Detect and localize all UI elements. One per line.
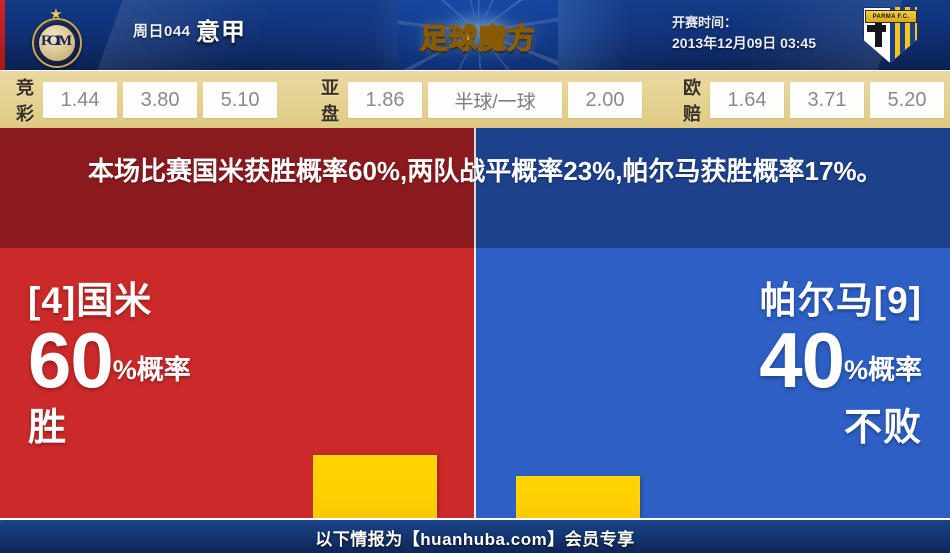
odds-cell-away[interactable]: 5.20 xyxy=(870,82,944,118)
summary-band: 本场比赛国米获胜概率60%,两队战平概率23%,帕尔马获胜概率17%。 xyxy=(0,128,950,248)
home-team-block: [4]国米 60 %概率 胜 xyxy=(28,270,191,451)
home-outcome-label: 胜 xyxy=(28,407,68,449)
header-bar: ★ FCIM 周日044 意甲 足球魔方 开赛时间： 2013年12月09日 0… xyxy=(0,0,950,70)
parma-fc-crest-icon: PARMA F.C. xyxy=(863,7,917,63)
match-round-label: 周日044 xyxy=(133,23,191,40)
parma-cross-horizontal xyxy=(867,25,887,32)
odds-cell-draw[interactable]: 3.80 xyxy=(123,82,198,118)
odds-group-label: 竞彩 xyxy=(16,78,36,124)
home-probability-suffix: %概率 xyxy=(112,355,191,385)
odds-bar: 竞彩 1.44 3.80 5.10 亚盘 1.86 半球/一球 2.00 欧赔 … xyxy=(0,70,950,129)
league-name: 意甲 xyxy=(196,19,246,46)
home-probability-line: 60 %概率 xyxy=(28,316,191,404)
brand-starburst-icon xyxy=(398,0,558,70)
odds-cell-handicap[interactable]: 半球/一球 xyxy=(427,82,562,118)
summary-band-divider xyxy=(474,128,476,248)
brand-logo-text: 足球魔方 xyxy=(419,22,536,54)
bar-home-probability xyxy=(313,455,437,518)
kickoff-time-value: 2013年12月09日 03:45 xyxy=(672,35,816,51)
summary-band-right-bg xyxy=(476,128,950,248)
footer-text: 以下情报为【huanhuba.com】会员专享 xyxy=(315,530,635,549)
odds-cell-away[interactable]: 5.10 xyxy=(203,82,278,118)
odds-group-yapan: 亚盘 1.86 半球/一球 2.00 xyxy=(321,74,648,126)
away-team-name: 帕尔马[9] xyxy=(759,280,922,321)
odds-cell-home[interactable]: 1.86 xyxy=(347,82,422,118)
brand-logo[interactable]: 足球魔方 xyxy=(398,0,558,70)
panel-divider xyxy=(474,248,476,518)
away-probability-line: 40 %概率 xyxy=(759,316,922,404)
summary-band-left-bg xyxy=(0,128,474,248)
kickoff-time-label: 开赛时间： xyxy=(672,15,738,30)
odds-group-jingcai: 竞彩 1.44 3.80 5.10 xyxy=(16,74,283,126)
parma-crest-banner: PARMA F.C. xyxy=(865,10,917,23)
footer-bar: 以下情报为【huanhuba.com】会员专享 xyxy=(0,518,950,553)
probability-chart: [4]国米 60 %概率 胜 帕尔马[9] 40 %概率 不败 xyxy=(0,248,950,518)
summary-text: 本场比赛国米获胜概率60%,两队战平概率23%,帕尔马获胜概率17%。 xyxy=(88,156,883,186)
crest-inner-ring xyxy=(37,23,77,63)
away-team-panel xyxy=(476,248,950,518)
odds-cell-away[interactable]: 2.00 xyxy=(567,82,642,118)
odds-group-label: 亚盘 xyxy=(320,78,340,124)
home-probability-value: 60 xyxy=(28,316,114,404)
home-team-name: [4]国米 xyxy=(28,280,153,321)
crest-monogram: FCIM xyxy=(41,32,72,49)
odds-group-label: 欧赔 xyxy=(683,78,702,124)
header-red-accent xyxy=(0,0,5,70)
inter-milan-crest-icon: ★ FCIM xyxy=(28,7,84,68)
away-outcome-label: 不败 xyxy=(843,407,922,449)
bar-away-probability xyxy=(516,476,640,518)
odds-cell-home[interactable]: 1.64 xyxy=(710,82,784,118)
odds-cell-home[interactable]: 1.44 xyxy=(43,82,118,118)
away-probability-suffix: %概率 xyxy=(843,355,922,385)
away-probability-value: 40 xyxy=(759,316,845,404)
kickoff-time-block: 开赛时间： 2013年12月09日 03:45 xyxy=(672,12,816,54)
odds-cell-draw[interactable]: 3.71 xyxy=(790,82,864,118)
odds-group-oupei: 欧赔 1.64 3.71 5.20 xyxy=(683,74,950,126)
away-team-block: 帕尔马[9] 40 %概率 不败 xyxy=(759,270,922,451)
